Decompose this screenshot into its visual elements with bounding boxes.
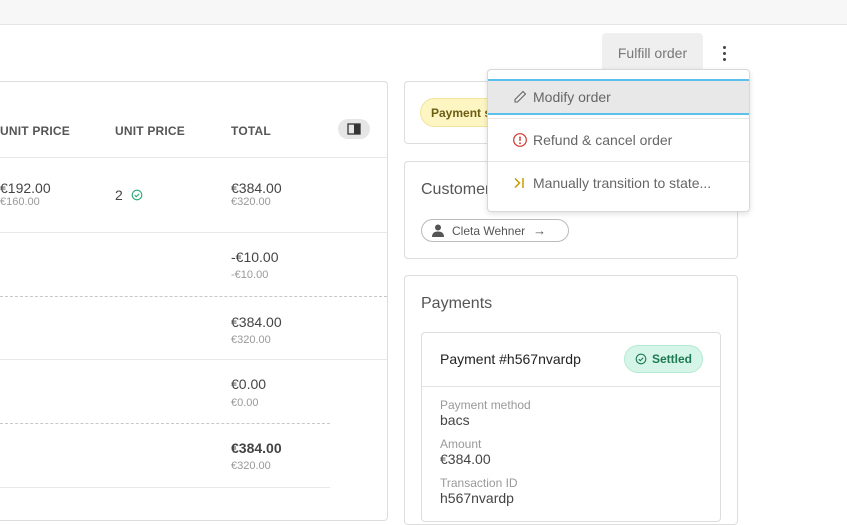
column-header-unit-price: UNIT PRICE <box>0 124 71 138</box>
arrow-right-icon: → <box>533 223 547 238</box>
kebab-icon[interactable] <box>714 40 734 66</box>
customer-link[interactable]: Cleta Wehner → <box>421 219 569 242</box>
check-circle-icon <box>131 189 143 201</box>
shipping-total-sub: €0.00 <box>231 397 259 409</box>
alert-circle-icon <box>513 133 527 147</box>
columns-icon <box>347 123 361 135</box>
quantity: 2 <box>115 187 123 203</box>
divider <box>0 359 387 360</box>
menu-item-label: Refund & cancel order <box>533 132 673 148</box>
grand-total: €384.00 <box>231 440 282 456</box>
divider <box>0 232 387 233</box>
divider <box>0 157 387 158</box>
line-total: €384.00 <box>231 180 282 196</box>
amount-label: Amount <box>440 437 482 451</box>
menu-item-refund-cancel[interactable]: Refund & cancel order <box>488 122 749 158</box>
menu-item-label: Modify order <box>533 89 611 105</box>
payment-method-value: bacs <box>440 412 470 428</box>
top-bar <box>0 0 847 25</box>
customer-title: Customer <box>421 181 491 198</box>
customer-name: Cleta Wehner <box>452 223 526 238</box>
settled-badge: Settled <box>624 345 703 373</box>
amount-value: €384.00 <box>440 451 491 467</box>
divider <box>488 118 749 119</box>
divider <box>488 161 749 162</box>
column-settings-button[interactable] <box>338 119 370 139</box>
payment-title: Payment #h567nvardp <box>440 351 581 367</box>
subtotal: €384.00 <box>231 314 282 330</box>
divider <box>0 423 330 424</box>
line-total-sub: €320.00 <box>231 196 271 208</box>
check-circle-icon <box>635 353 647 365</box>
column-header-unit-price-2: UNIT PRICE <box>115 124 186 138</box>
fulfill-order-button[interactable]: Fulfill order <box>602 33 703 72</box>
column-header-total: TOTAL <box>231 124 271 138</box>
user-icon <box>432 224 444 237</box>
unit-price: €192.00 <box>0 180 51 196</box>
order-actions-menu: Modify order Refund & cancel order Manua… <box>487 69 750 212</box>
menu-item-label: Manually transition to state... <box>533 175 712 191</box>
transaction-id-value: h567nvardp <box>440 490 514 506</box>
step-forward-icon <box>514 177 524 189</box>
discount-total-sub: -€10.00 <box>231 269 269 281</box>
pencil-icon <box>514 90 527 103</box>
order-lines-card <box>0 81 388 521</box>
shipping-total: €0.00 <box>231 376 267 392</box>
payments-title: Payments <box>421 295 493 312</box>
divider <box>0 296 387 297</box>
discount-total: -€10.00 <box>231 249 279 265</box>
subtotal-sub: €320.00 <box>231 334 271 346</box>
transaction-id-label: Transaction ID <box>440 476 518 490</box>
menu-item-transition-state[interactable]: Manually transition to state... <box>488 165 749 201</box>
grand-total-sub: €320.00 <box>231 460 271 472</box>
divider <box>0 487 330 488</box>
unit-price-sub: €160.00 <box>0 196 40 208</box>
settled-label: Settled <box>651 352 692 366</box>
menu-item-modify-order[interactable]: Modify order <box>488 79 749 115</box>
divider <box>422 386 720 387</box>
payment-method-label: Payment method <box>440 398 531 412</box>
